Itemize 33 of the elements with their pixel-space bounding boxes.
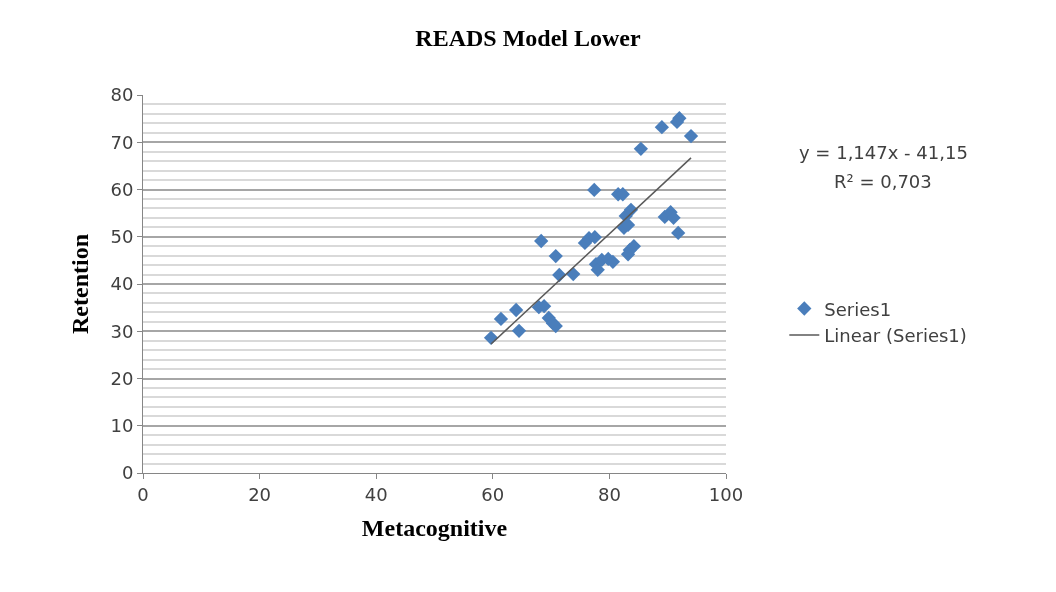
x-tick-label: 80 <box>597 483 621 505</box>
point <box>633 141 649 157</box>
point <box>587 182 602 198</box>
chart-title: READS Model Lower <box>415 25 641 52</box>
point <box>654 119 670 135</box>
y-tick-label: 10 <box>110 415 134 437</box>
point <box>493 311 509 327</box>
legend-label: Series1 <box>824 298 892 320</box>
y-tick-label: 50 <box>110 226 134 248</box>
y-tick-label: 30 <box>110 320 134 342</box>
y-tick-label: 0 <box>121 462 134 484</box>
y-tick-label: 40 <box>110 273 134 295</box>
x-tick-label: 100 <box>708 483 744 505</box>
y-tick-label: 60 <box>110 178 134 200</box>
x-tick-label: 40 <box>364 483 388 505</box>
x-tick-label: 20 <box>248 483 272 505</box>
text: y = 1,147x - 41,15 <box>799 142 968 163</box>
y-tick-label: 80 <box>110 84 134 106</box>
x-tick-label: 60 <box>481 483 505 505</box>
x-axis-title: Metacognitive <box>361 514 508 541</box>
legend-label: Linear (Series1) <box>824 324 967 346</box>
point <box>511 323 527 338</box>
point <box>671 225 686 241</box>
point <box>683 128 699 144</box>
text: R² = 0,703 <box>834 171 932 192</box>
y-tick-label: 20 <box>110 367 134 389</box>
y-axis-title: Retention <box>66 234 93 334</box>
y-tick-label: 70 <box>110 131 134 153</box>
point <box>508 302 524 318</box>
point <box>534 233 549 249</box>
x-tick-label: 0 <box>137 483 149 505</box>
point <box>548 248 563 264</box>
point <box>626 239 642 254</box>
